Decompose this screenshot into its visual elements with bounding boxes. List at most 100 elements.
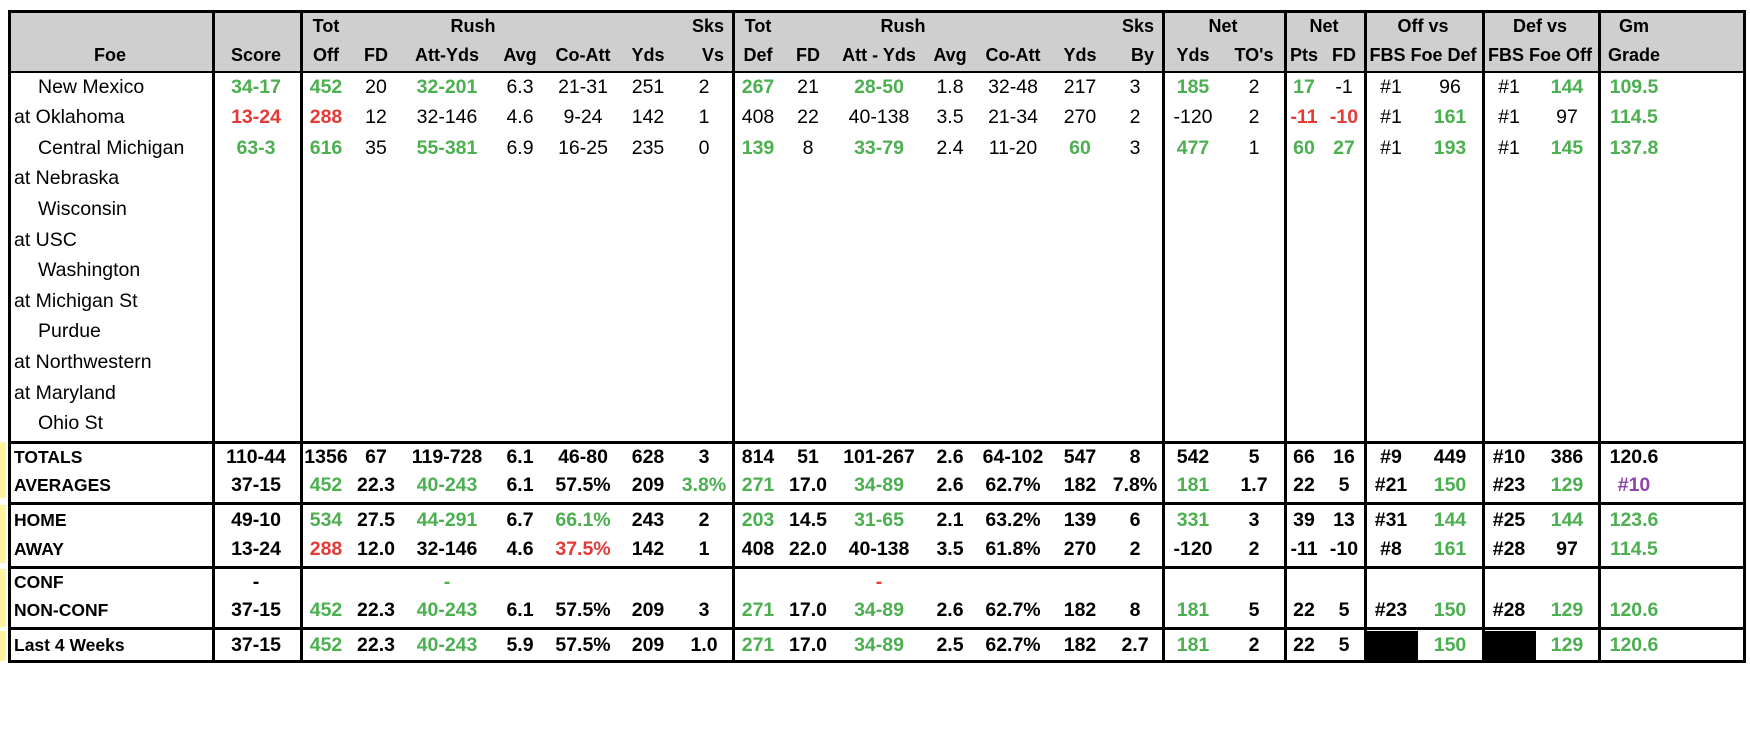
summary-row-cell: #10 xyxy=(1617,474,1651,497)
game-row-cell: 63-3 xyxy=(236,136,276,159)
game-row-cell: 4.6 xyxy=(506,106,534,129)
header-fd: FD xyxy=(364,45,388,65)
game-row-cell: 270 xyxy=(1063,106,1097,129)
summary-row-cell: 66.1% xyxy=(555,508,611,531)
summary-row-cell: 46-80 xyxy=(558,446,608,469)
summary-row-cell: 452 xyxy=(309,633,343,656)
summary-label: AVERAGES xyxy=(14,475,111,496)
header-def-vs: Def vs xyxy=(1512,16,1568,36)
summary-row-cell: 17.0 xyxy=(789,599,827,622)
row-highlight-mark xyxy=(0,569,6,627)
summary-row-cell: 2 xyxy=(1248,537,1260,560)
summary-row-cell: 1356 xyxy=(304,446,348,469)
column-divider xyxy=(300,10,303,660)
summary-row-cell xyxy=(1482,569,1536,597)
summary-row-cell: 449 xyxy=(1433,446,1467,469)
game-row-cell: 35 xyxy=(365,136,387,159)
summary-row-cell xyxy=(676,569,732,597)
summary-row-cell: 67 xyxy=(365,446,387,469)
header-avg-def: Avg xyxy=(933,45,967,65)
game-row-cell: 96 xyxy=(1439,75,1461,98)
summary-row-cell: 114.5 xyxy=(1610,537,1658,560)
summary-row-cell: 408 xyxy=(741,537,775,560)
summary-row-cell: 12.0 xyxy=(357,537,395,560)
summary-row-cell xyxy=(784,569,832,597)
summary-row-cell: #28 xyxy=(1492,599,1526,622)
game-row-cell: 33-79 xyxy=(854,136,904,159)
summary-row-cell: 547 xyxy=(1063,446,1097,469)
column-divider xyxy=(732,10,735,660)
summary-row-cell: 5 xyxy=(1338,633,1350,656)
summary-row-cell: 66 xyxy=(1293,446,1315,469)
game-row-cell: #1 xyxy=(1498,136,1520,159)
summary-row-cell: 120.6 xyxy=(1609,633,1659,656)
summary-row-cell xyxy=(620,569,676,597)
game-row-cell: 2 xyxy=(1248,75,1260,98)
game-row-cell: 13-24 xyxy=(231,106,281,129)
summary-row-cell: 40-138 xyxy=(848,537,910,560)
summary-row-cell: 4.6 xyxy=(506,537,534,560)
foe-name: Central Michigan xyxy=(38,136,185,159)
game-row-cell: 22 xyxy=(797,106,819,129)
summary-row-cell xyxy=(974,569,1052,597)
summary-row-cell xyxy=(1108,569,1162,597)
summary-row-cell: -120 xyxy=(1173,537,1213,560)
summary-row-cell: 2.7 xyxy=(1121,633,1149,656)
summary-row-cell: #25 xyxy=(1492,508,1526,531)
game-row-cell: 145 xyxy=(1550,136,1584,159)
summary-label: Last 4 Weeks xyxy=(14,634,125,655)
game-row-cell: #1 xyxy=(1498,106,1520,129)
summary-row-cell: 139 xyxy=(1063,508,1097,531)
summary-row-cell xyxy=(1162,569,1224,597)
summary-row-cell: 7.8% xyxy=(1112,474,1158,497)
summary-row-cell xyxy=(546,569,620,597)
game-row-cell: #1 xyxy=(1380,106,1402,129)
summary-row-cell: 8 xyxy=(1129,599,1141,622)
summary-row-cell: 150 xyxy=(1433,599,1467,622)
game-row-cell: 2 xyxy=(1248,106,1260,129)
summary-label: TOTALS xyxy=(14,447,83,468)
summary-row-cell: 40-243 xyxy=(416,599,478,622)
column-divider xyxy=(212,10,215,660)
row-highlight-mark xyxy=(0,631,6,661)
summary-row-cell xyxy=(494,569,546,597)
summary-row-cell xyxy=(732,569,784,597)
summary-row-cell: 181 xyxy=(1176,474,1210,497)
summary-row-cell: 57.5% xyxy=(555,474,611,497)
header-net: Net xyxy=(1208,16,1238,36)
game-row-cell: 2 xyxy=(1129,106,1141,129)
column-divider xyxy=(1743,10,1746,660)
row-highlight-mark xyxy=(0,442,6,498)
summary-row-cell: 5 xyxy=(1248,446,1260,469)
game-row-cell: 408 xyxy=(741,106,775,129)
header-yds-def: Yds xyxy=(1063,45,1097,65)
game-row-cell: 40-138 xyxy=(848,106,910,129)
summary-row-cell: 5 xyxy=(1338,599,1350,622)
summary-row-cell: 5.9 xyxy=(506,633,534,656)
column-divider xyxy=(1162,10,1165,660)
summary-row-cell: 331 xyxy=(1176,508,1210,531)
header-fd-def: FD xyxy=(796,45,820,65)
summary-row-cell: 243 xyxy=(631,508,665,531)
summary-row-cell xyxy=(926,569,974,597)
game-row-cell: 21-34 xyxy=(988,106,1038,129)
summary-row-cell: #23 xyxy=(1492,474,1526,497)
row-divider xyxy=(8,566,1746,569)
game-row-cell: 288 xyxy=(309,106,343,129)
summary-row-cell: 6.1 xyxy=(506,599,534,622)
summary-row-cell: 37-15 xyxy=(231,633,281,656)
summary-row-cell xyxy=(1324,569,1364,597)
summary-row-cell: 40-243 xyxy=(416,474,478,497)
header-att-yds-def: Att - Yds xyxy=(842,45,916,65)
summary-row-cell: 814 xyxy=(741,446,775,469)
header-tot: Tot xyxy=(312,16,340,36)
summary-row-cell: 628 xyxy=(631,446,665,469)
summary-row-cell: #28 xyxy=(1492,537,1526,560)
summary-row-cell: 129 xyxy=(1550,474,1584,497)
summary-row-cell: 16 xyxy=(1333,446,1355,469)
summary-row-cell: 62.7% xyxy=(985,599,1041,622)
header-fbs-foe-def: FBS Foe Def xyxy=(1369,45,1477,65)
header-pts: Pts xyxy=(1289,45,1318,65)
summary-row-cell: 27.5 xyxy=(357,508,395,531)
summary-row-cell: #31 xyxy=(1374,508,1408,531)
